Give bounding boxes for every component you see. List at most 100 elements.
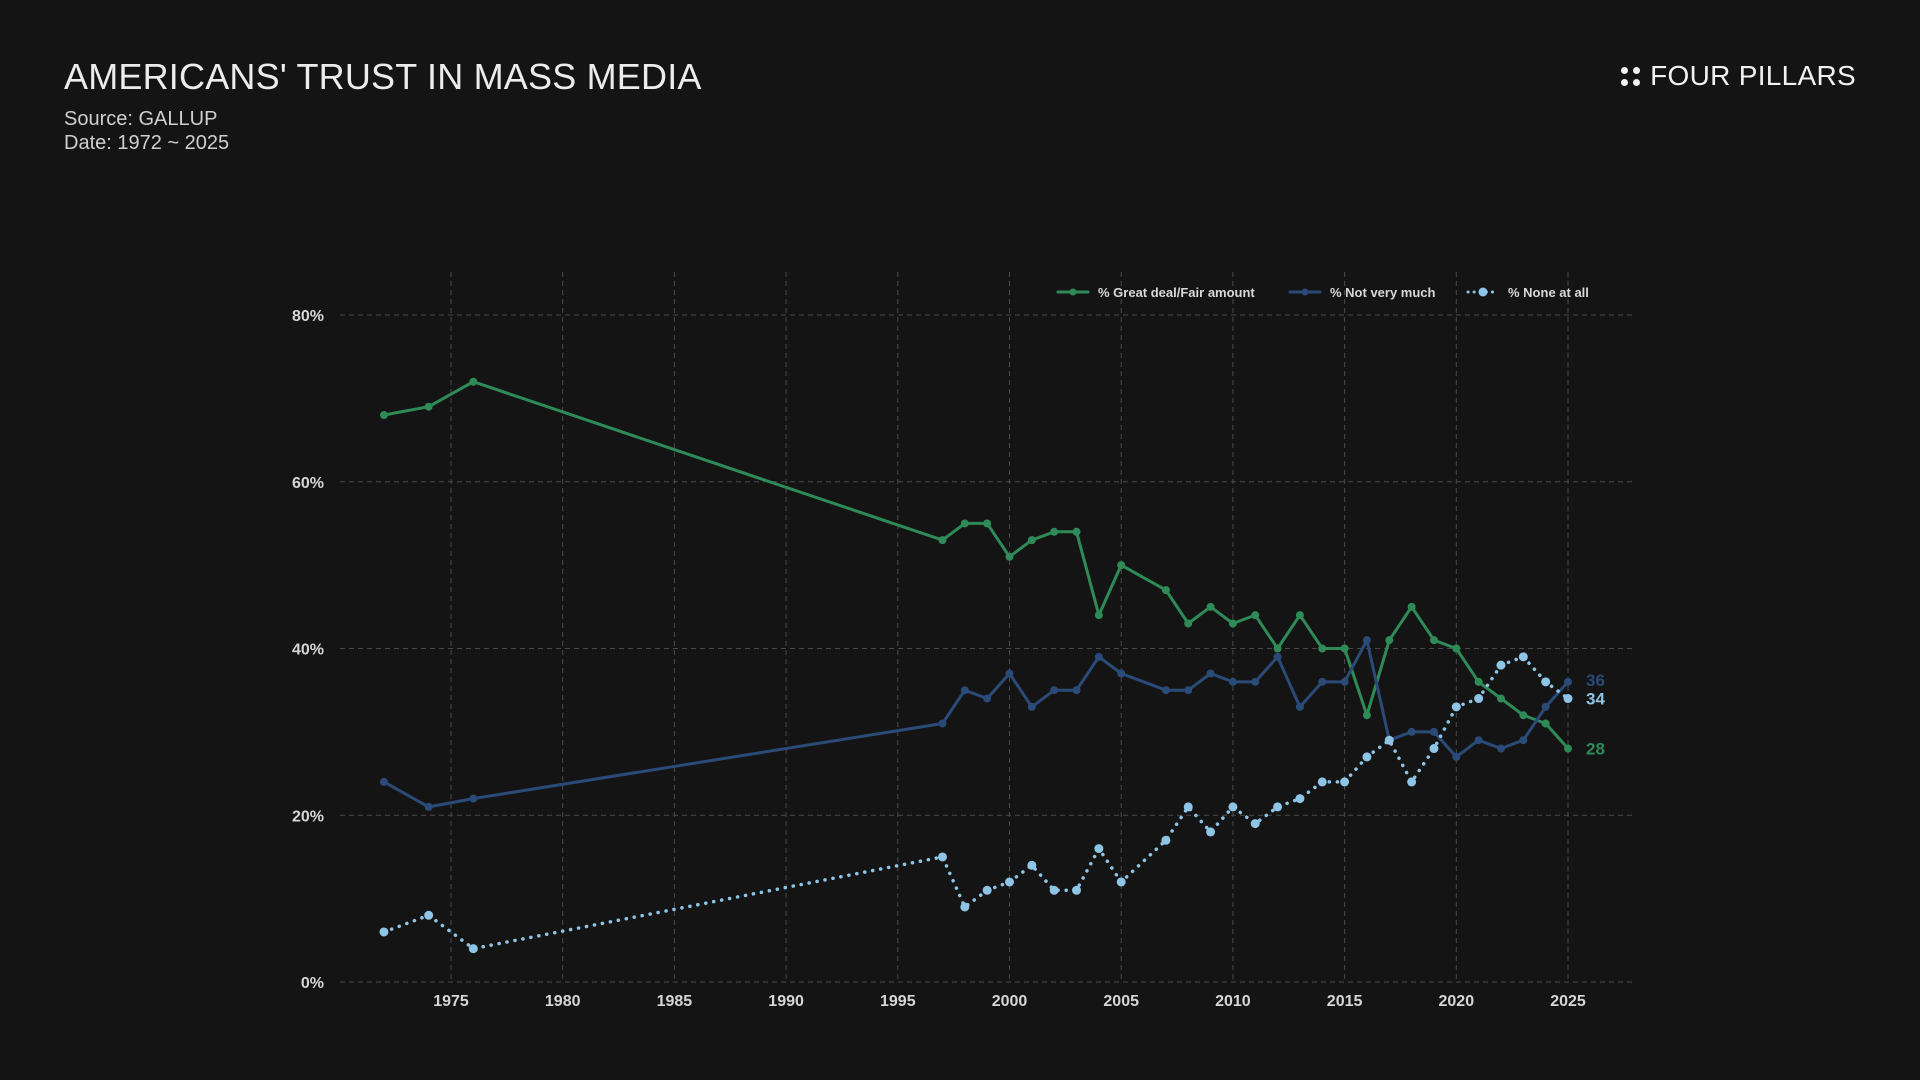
y-tick-label: 0% (301, 975, 324, 992)
data-point (1295, 611, 1304, 620)
chart-meta: Source: GALLUP Date: 1972 ~ 2025 (64, 107, 229, 155)
data-point (983, 519, 992, 528)
data-point (1005, 552, 1014, 561)
data-point (1273, 644, 1282, 653)
series-3 (379, 652, 1573, 954)
x-tick-label: 2015 (1327, 993, 1363, 1010)
x-tick-label: 2010 (1215, 993, 1251, 1010)
data-point (1340, 644, 1349, 653)
series-line (382, 638, 1570, 809)
series-line (382, 655, 1570, 951)
x-tick-label: 1990 (768, 993, 804, 1010)
data-point (1117, 561, 1126, 570)
legend-label: % Not very much (1330, 285, 1436, 300)
data-point (1206, 827, 1216, 837)
data-point (469, 377, 478, 386)
x-tick-label: 1975 (433, 993, 469, 1010)
data-point (1452, 752, 1461, 761)
data-point (1049, 885, 1059, 895)
data-point (1206, 669, 1215, 678)
data-point (1050, 686, 1059, 695)
four-dots-icon (1621, 66, 1641, 86)
data-point (1340, 777, 1350, 787)
data-point (1564, 677, 1572, 686)
data-point (938, 536, 947, 545)
data-point (379, 777, 388, 786)
x-tick-label: 1980 (545, 993, 581, 1010)
x-tick-label: 2005 (1103, 993, 1139, 1010)
y-tick-label: 80% (292, 308, 324, 325)
data-point (1005, 877, 1014, 887)
data-point (1340, 677, 1349, 686)
data-point (1273, 802, 1283, 812)
data-point (1116, 877, 1126, 887)
legend-label: % None at all (1508, 285, 1589, 300)
data-point (1452, 644, 1461, 653)
data-point (1250, 819, 1260, 829)
x-tick-label: 2000 (992, 993, 1028, 1010)
data-point (1072, 686, 1081, 695)
x-tick-label: 1985 (657, 993, 693, 1010)
data-point (1161, 686, 1170, 695)
data-point (1519, 711, 1528, 720)
data-point (424, 402, 433, 411)
y-tick-label: 20% (292, 808, 324, 825)
y-tick-label: 40% (292, 642, 324, 659)
data-point (960, 519, 969, 528)
data-point (1027, 702, 1036, 711)
data-point (1273, 652, 1282, 661)
end-value-label: 28 (1586, 740, 1605, 759)
data-point (1541, 677, 1551, 687)
data-point (1474, 677, 1483, 686)
series-1 (379, 377, 1572, 753)
legend-marker (1478, 287, 1488, 297)
data-point (1429, 636, 1438, 645)
y-tick-label: 60% (292, 475, 324, 492)
chart-title: AMERICANS' TRUST IN MASS MEDIA (64, 56, 702, 97)
data-point (983, 694, 992, 703)
legend-label: % Great deal/Fair amount (1098, 285, 1255, 300)
data-point (379, 411, 388, 420)
series-layer (379, 377, 1573, 954)
data-point (1072, 527, 1081, 536)
legend-item-1: % Great deal/Fair amount (1056, 285, 1255, 300)
data-point (1161, 835, 1171, 845)
data-point (1451, 702, 1461, 712)
data-point (1496, 744, 1505, 753)
data-point (1384, 735, 1394, 745)
brand-logo: FOUR PILLARS (1621, 60, 1856, 92)
data-point (424, 802, 433, 811)
data-point (1251, 611, 1260, 620)
data-point (1228, 677, 1237, 686)
data-point (1027, 860, 1037, 870)
data-point (1094, 611, 1103, 620)
data-point (960, 686, 969, 695)
data-point (1496, 694, 1505, 703)
data-point (1184, 619, 1193, 628)
data-point (1385, 636, 1394, 645)
series-2 (379, 636, 1572, 811)
data-point (1184, 686, 1193, 695)
data-point (1005, 669, 1014, 678)
data-point (1251, 677, 1260, 686)
data-point (1563, 694, 1573, 704)
x-tick-label: 1995 (880, 993, 916, 1010)
data-point (1541, 702, 1550, 711)
data-point (1161, 586, 1170, 595)
data-point (937, 852, 947, 862)
data-point (1496, 660, 1506, 670)
x-tick-label: 2025 (1550, 993, 1586, 1010)
date-range-label: Date: 1972 ~ 2025 (64, 132, 230, 154)
source-label: Source: GALLUP (64, 108, 218, 130)
data-point (1295, 794, 1305, 804)
data-point (1094, 652, 1103, 661)
data-point (1228, 619, 1237, 628)
data-point (1407, 777, 1417, 787)
y-axis-ticks: 0% 20% 40% 60% 80% (292, 308, 324, 992)
data-point (938, 719, 947, 728)
legend: % Great deal/Fair amount % Not very much%… (1056, 285, 1589, 300)
x-axis-ticks: 1975 1980 1985 1990 1995 2000 2005 2010 2015 2020… (433, 993, 1586, 1010)
legend-marker (1069, 288, 1077, 296)
